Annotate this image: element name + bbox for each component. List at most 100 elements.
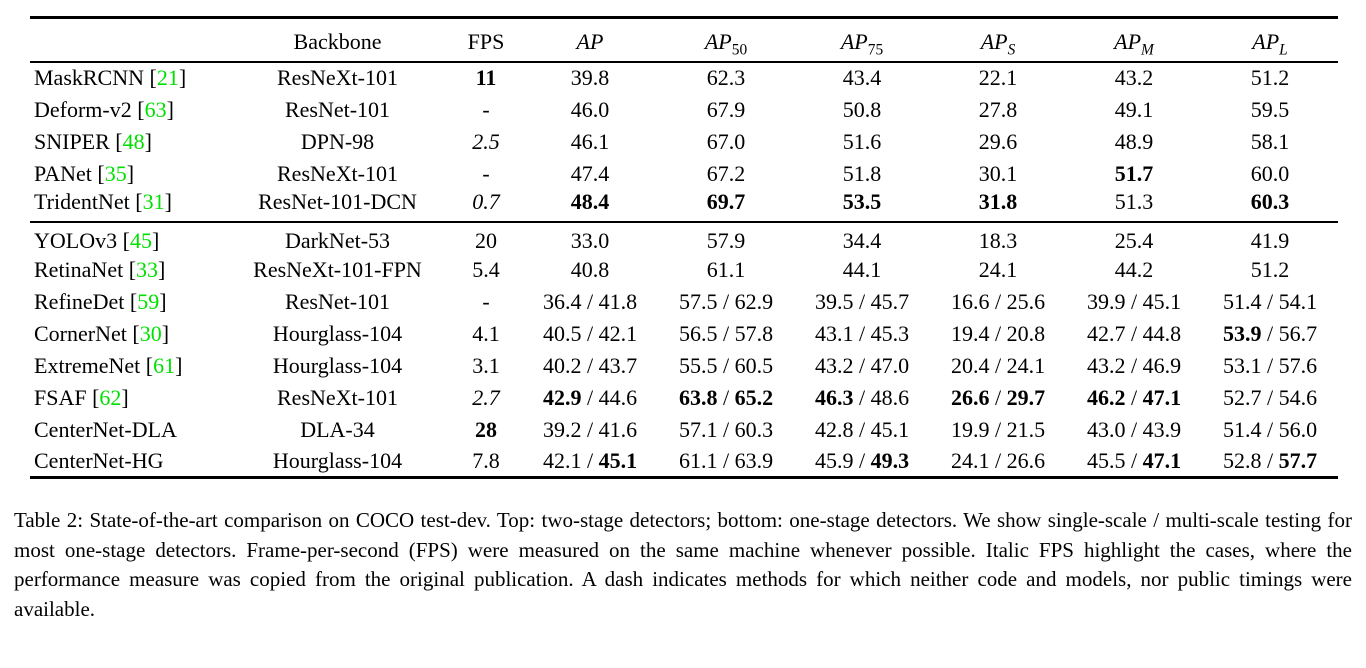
fps-cell: 3.1	[450, 350, 522, 382]
ap50-cell: 62.3	[658, 62, 794, 94]
col-ap-s: APS	[930, 17, 1066, 63]
col-ap: AP	[522, 17, 658, 63]
metric-value: 36.4	[542, 288, 582, 314]
citation-link[interactable]: 45	[129, 228, 152, 253]
ap-s-cell: 18.3	[930, 220, 1066, 254]
metric-value: 56.0	[1278, 416, 1318, 442]
fps-value: -	[482, 160, 490, 186]
ap-m-cell: 45.5 / 47.1	[1086, 447, 1182, 473]
metric-value: 60.3	[734, 416, 774, 442]
ap50-cell: 56.5 / 57.8	[678, 320, 774, 346]
ap-m-cell: 46.2 / 47.1	[1086, 384, 1182, 410]
ap-l-cell: 53.1 / 57.6	[1222, 352, 1318, 378]
metric-value: 47.4	[570, 160, 610, 186]
fps-value: 3.1	[472, 352, 500, 378]
ap-cell: 36.4 / 41.8	[542, 288, 638, 314]
metric-value: 61.1	[706, 256, 746, 282]
metric-value: 44.1	[842, 256, 882, 282]
metric-value: 54.1	[1278, 288, 1318, 314]
citation-link[interactable]: 62	[99, 384, 122, 410]
metric-value: 45.7	[870, 288, 910, 314]
ap50-cell: 57.5 / 62.9	[678, 288, 774, 314]
metric-value: 42.1	[598, 320, 638, 346]
table-caption: Table 2: State-of-the-art comparison on …	[14, 508, 1352, 621]
metric-value: 39.5	[814, 288, 854, 314]
col-method	[30, 17, 225, 63]
metric-value: 24.1	[1006, 352, 1046, 378]
fps-value: -	[482, 96, 490, 122]
metric-value: 46.3	[814, 384, 854, 410]
citation-link[interactable]: 21	[156, 65, 179, 90]
metric-value: 43.2	[1086, 352, 1126, 378]
metric-value: 51.3	[1114, 189, 1154, 214]
ap-m-cell: 42.7 / 44.8	[1086, 320, 1182, 346]
ap75-cell: 51.6	[794, 126, 930, 158]
citation-link[interactable]: 59	[137, 288, 160, 314]
backbone-cell: DarkNet-53	[225, 220, 450, 254]
backbone-cell: ResNet-101	[284, 96, 391, 122]
fps-value: 11	[475, 65, 497, 90]
method-name: RetinaNet	[34, 256, 124, 282]
method-name: Deform-v2	[34, 96, 132, 122]
method-cell: PANet [35]	[34, 160, 135, 186]
ap75-cell: 46.3 / 48.6	[814, 384, 910, 410]
ap-l-cell: 58.1	[1202, 126, 1338, 158]
ap-cell: 42.1 / 45.1	[542, 447, 638, 473]
method-cell: ExtremeNet [61]	[34, 352, 183, 378]
ap-s-cell: 20.4 / 24.1	[950, 352, 1046, 378]
table-row: ExtremeNet [61] Hourglass-104 3.1 40.2 / 43…	[30, 350, 1338, 382]
ap-cell: 46.1	[522, 126, 658, 158]
ap-l-cell: 51.2	[1202, 62, 1338, 94]
ap75-cell: 34.4	[794, 220, 930, 254]
metric-value: 48.6	[870, 384, 910, 410]
metric-value: 24.1	[978, 256, 1018, 282]
metric-value: 41.6	[598, 416, 638, 442]
citation-link[interactable]: 63	[144, 96, 167, 122]
metric-value: 16.6	[950, 288, 990, 314]
ap75-cell: 45.9 / 49.3	[814, 447, 910, 473]
metric-value: 40.8	[570, 256, 610, 282]
ap50-cell: 61.1 / 63.9	[678, 447, 774, 473]
metric-value: 49.3	[870, 447, 910, 473]
fps-cell: 20	[450, 220, 522, 254]
metric-value: 42.1	[542, 447, 582, 473]
ap-l-cell: 52.8 / 57.7	[1222, 447, 1318, 473]
metric-value: 41.9	[1250, 228, 1290, 253]
metric-value: 60.3	[1250, 189, 1290, 214]
metric-value: 46.1	[570, 128, 610, 154]
ap75-cell: 44.1	[794, 254, 930, 286]
citation-link[interactable]: 33	[136, 256, 159, 282]
metric-value: 26.6	[1006, 447, 1046, 473]
metric-value: 43.1	[814, 320, 854, 346]
metric-value: 53.1	[1222, 352, 1262, 378]
fps-cell: -	[450, 158, 522, 190]
method-name: TridentNet	[34, 189, 130, 214]
ap-l-cell: 60.0	[1202, 158, 1338, 190]
ap-cell: 46.0	[522, 94, 658, 126]
metric-value: 20.4	[950, 352, 990, 378]
ap50-cell: 67.2	[658, 158, 794, 190]
metric-value: 21.5	[1006, 416, 1046, 442]
citation-link[interactable]: 35	[104, 160, 127, 186]
metric-value: 55.5	[678, 352, 718, 378]
fps-value: 20	[475, 228, 497, 253]
table-row: Deform-v2 [63] ResNet-101 - 46.0 67.9 50.8 27.…	[30, 94, 1338, 126]
metric-value: 47.1	[1142, 384, 1182, 410]
ap75-cell: 42.8 / 45.1	[814, 416, 910, 442]
citation-link[interactable]: 61	[153, 352, 176, 378]
metric-value: 65.2	[734, 384, 774, 410]
metric-value: 63.9	[734, 447, 774, 473]
metric-value: 60.0	[1250, 160, 1290, 186]
metric-value: 45.5	[1086, 447, 1126, 473]
method-cell: RetinaNet [33]	[34, 256, 166, 282]
citation-link[interactable]: 48	[122, 128, 145, 154]
citation-link[interactable]: 30	[139, 320, 162, 346]
citation-link[interactable]: 31	[142, 189, 165, 214]
metric-value: 26.6	[950, 384, 990, 410]
col-ap-m: APM	[1066, 17, 1202, 63]
metric-value: 29.6	[978, 128, 1018, 154]
metric-value: 49.1	[1114, 96, 1154, 122]
col-ap-l: APL	[1202, 17, 1338, 63]
metric-value: 19.9	[950, 416, 990, 442]
ap75-cell: 51.8	[794, 158, 930, 190]
